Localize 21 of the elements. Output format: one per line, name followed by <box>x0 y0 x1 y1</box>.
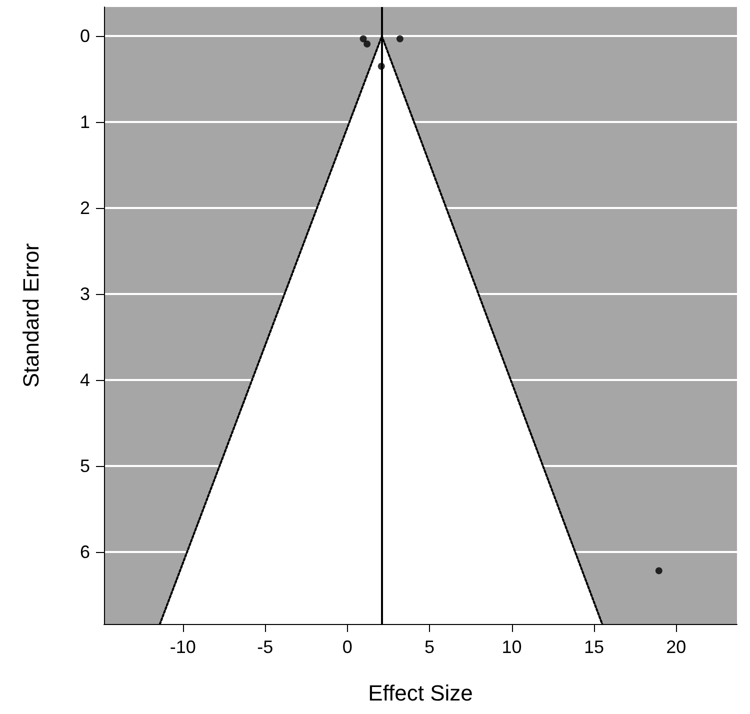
y-tick-label: 0 <box>80 26 90 46</box>
x-tick-label: 10 <box>502 637 522 657</box>
point <box>655 567 662 574</box>
x-axis-title: Effect Size <box>368 680 473 706</box>
y-tick-label: 1 <box>80 112 90 132</box>
point <box>360 35 367 42</box>
y-tick-label: 5 <box>80 456 90 476</box>
x-tick-label: 5 <box>424 637 435 657</box>
point <box>378 62 385 70</box>
y-tick-label: 4 <box>80 370 90 390</box>
y-tick-label: 6 <box>80 542 90 562</box>
y-tick-label: 3 <box>80 284 90 304</box>
y-axis-title: Standard Error <box>18 243 44 388</box>
x-tick-label: -10 <box>170 637 196 657</box>
y-tick-label: 2 <box>80 198 90 218</box>
x-tick-label: 20 <box>666 637 686 657</box>
x-tick-label: 0 <box>342 637 352 657</box>
point <box>364 40 371 48</box>
x-tick-label: -5 <box>257 637 274 657</box>
point <box>396 35 404 42</box>
x-tick-label: 15 <box>584 637 604 657</box>
